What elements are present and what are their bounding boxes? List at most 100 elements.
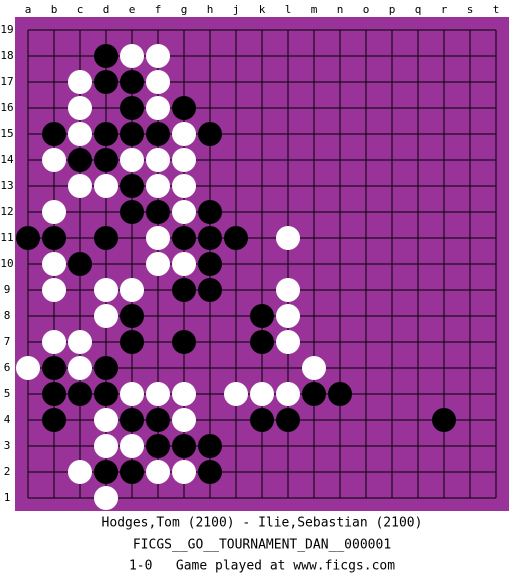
white-stone [146,96,170,120]
black-stone [146,408,170,432]
column-label: n [337,3,344,16]
black-stone [250,330,274,354]
white-stone [276,304,300,328]
row-label: 17 [0,75,13,88]
white-stone [146,44,170,68]
column-label: p [389,3,396,16]
column-label: d [103,3,110,16]
black-stone [120,330,144,354]
column-label: a [25,3,32,16]
white-stone [276,278,300,302]
black-stone [302,382,326,406]
black-stone [94,122,118,146]
black-stone [94,356,118,380]
black-stone [94,460,118,484]
black-stone [328,382,352,406]
white-stone [146,252,170,276]
black-stone [172,226,196,250]
black-stone [94,226,118,250]
black-stone [120,70,144,94]
black-stone [120,96,144,120]
white-stone [172,408,196,432]
black-stone [42,408,66,432]
black-stone [42,226,66,250]
white-stone [68,96,92,120]
column-label: b [51,3,58,16]
black-stone [172,434,196,458]
white-stone [302,356,326,380]
white-stone [120,382,144,406]
white-stone [146,148,170,172]
row-label: 1 [4,491,11,504]
row-label: 9 [4,283,11,296]
white-stone [276,330,300,354]
white-stone [94,174,118,198]
column-label: e [129,3,136,16]
white-stone [120,278,144,302]
black-stone [198,434,222,458]
black-stone [276,408,300,432]
tournament: FICGS__GO__TOURNAMENT_DAN__000001 [133,538,391,553]
white-stone [42,330,66,354]
column-label: c [77,3,84,16]
white-stone [276,226,300,250]
black-stone [120,304,144,328]
white-stone [94,434,118,458]
black-stone [172,96,196,120]
row-label: 6 [4,361,11,374]
column-label: m [311,3,318,16]
white-stone [146,460,170,484]
white-stone [94,486,118,510]
black-stone [120,174,144,198]
black-stone [68,148,92,172]
white-stone [172,148,196,172]
black-stone [42,382,66,406]
row-label: 15 [0,127,13,140]
black-stone [250,408,274,432]
row-label: 3 [4,439,11,452]
white-stone [68,330,92,354]
black-stone [198,252,222,276]
row-label: 5 [4,387,11,400]
white-stone [250,382,274,406]
white-stone [94,304,118,328]
white-stone [146,226,170,250]
black-stone [198,278,222,302]
column-label: h [207,3,214,16]
white-stone [120,44,144,68]
row-label: 18 [0,49,13,62]
white-stone [68,356,92,380]
column-label: t [493,3,500,16]
black-stone [120,408,144,432]
white-stone [68,174,92,198]
column-label: r [441,3,448,16]
result: 1-0 Game played at www.ficgs.com [129,559,395,574]
players: Hodges,Tom (2100) - Ilie,Sebastian (2100… [102,516,423,531]
black-stone [42,356,66,380]
black-stone [94,148,118,172]
white-stone [42,148,66,172]
white-stone [42,200,66,224]
column-label: k [259,3,266,16]
white-stone [68,122,92,146]
row-label: 16 [0,101,13,114]
black-stone [16,226,40,250]
black-stone [68,382,92,406]
white-stone [120,434,144,458]
white-stone [146,174,170,198]
white-stone [172,252,196,276]
white-stone [146,70,170,94]
black-stone [198,226,222,250]
white-stone [16,356,40,380]
black-stone [120,122,144,146]
white-stone [42,252,66,276]
black-stone [198,122,222,146]
column-label: g [181,3,188,16]
row-label: 12 [0,205,13,218]
white-stone [94,278,118,302]
row-label: 7 [4,335,11,348]
white-stone [172,200,196,224]
column-label: j [233,3,240,16]
column-label: q [415,3,422,16]
black-stone [198,200,222,224]
